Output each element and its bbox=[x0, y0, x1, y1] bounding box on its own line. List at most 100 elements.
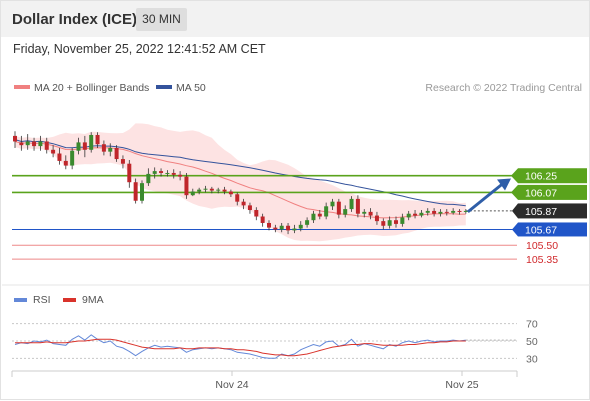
candle-body bbox=[438, 211, 443, 214]
candle-body bbox=[286, 225, 291, 231]
candle-body bbox=[51, 149, 56, 154]
last-price-tag-pointer bbox=[512, 203, 518, 219]
candle-body bbox=[228, 191, 233, 195]
projection-arrow-shaft bbox=[466, 182, 504, 214]
resistance-label: 106.25 bbox=[525, 171, 557, 183]
chart-title: Dollar Index (ICE) bbox=[12, 11, 138, 28]
candle-body bbox=[82, 142, 87, 150]
candle-body bbox=[95, 134, 100, 145]
support-label: 105.67 bbox=[525, 224, 557, 236]
last-price-tag bbox=[518, 203, 587, 219]
candle-body bbox=[336, 201, 341, 215]
candle-body bbox=[254, 210, 259, 217]
candle-body bbox=[349, 198, 354, 210]
ma50-legend-label: MA 50 bbox=[176, 82, 206, 94]
target-label: 105.35 bbox=[526, 254, 558, 266]
target-label: 105.50 bbox=[526, 240, 558, 252]
candle-body bbox=[178, 174, 183, 177]
candle-body bbox=[432, 210, 437, 214]
candle-body bbox=[457, 210, 462, 212]
candle-body bbox=[279, 225, 284, 230]
rsi-level-label: 50 bbox=[526, 336, 538, 348]
candle-body bbox=[394, 220, 398, 224]
candle-body bbox=[38, 141, 43, 147]
candle-body bbox=[463, 210, 468, 212]
x-tick-label: Nov 25 bbox=[445, 379, 478, 391]
candle-body bbox=[406, 213, 411, 218]
candle-body bbox=[400, 217, 405, 224]
support-tag bbox=[518, 222, 587, 237]
candle-body bbox=[216, 189, 221, 191]
rsi-legend-label: RSI bbox=[33, 294, 51, 306]
candle-body bbox=[190, 191, 195, 196]
candle-body bbox=[241, 201, 246, 206]
candle-body bbox=[108, 147, 113, 152]
candle-body bbox=[32, 141, 37, 147]
rsi-level-label: 30 bbox=[526, 353, 538, 365]
candle-body bbox=[355, 198, 360, 214]
x-tick-label: Nov 24 bbox=[215, 379, 248, 391]
level-tags-layer: 106.25 106.07 105.87 105.67 105.50 105.35 bbox=[511, 168, 587, 266]
resistance-label: 106.07 bbox=[525, 187, 557, 199]
candle-body bbox=[209, 188, 214, 191]
candle-body bbox=[146, 173, 151, 184]
candle-body bbox=[89, 134, 94, 150]
candle-body bbox=[311, 213, 316, 221]
candle-body bbox=[127, 163, 132, 183]
candle-body bbox=[362, 211, 367, 214]
support-tag-pointer bbox=[512, 222, 518, 237]
chart-datetime: Friday, November 25, 2022 12:41:52 AM CE… bbox=[13, 42, 266, 56]
candle-body bbox=[381, 221, 386, 226]
resistance-tag bbox=[518, 168, 587, 184]
candle-body bbox=[387, 220, 392, 226]
x-ticks-layer: Nov 24 Nov 25 bbox=[215, 371, 479, 391]
resistance-tag-pointer bbox=[511, 184, 518, 200]
ma20-legend-label: MA 20 + Bollinger Bands bbox=[34, 82, 149, 94]
candle-body bbox=[152, 171, 157, 174]
candle-body bbox=[203, 188, 208, 190]
header-bar: Dollar Index (ICE) 30 MIN bbox=[1, 1, 589, 37]
candle-body bbox=[13, 135, 17, 142]
candle-body bbox=[101, 144, 106, 152]
candle-body bbox=[298, 224, 303, 229]
rsi-level-label: 70 bbox=[526, 319, 538, 331]
candle-body bbox=[305, 220, 310, 225]
candle-body bbox=[451, 210, 456, 213]
candle-body bbox=[247, 205, 252, 211]
ma20-legend-swatch bbox=[14, 85, 30, 89]
rsi-line bbox=[14, 334, 466, 359]
resistance-tag bbox=[518, 184, 587, 200]
candle-body bbox=[292, 228, 297, 231]
candle-body bbox=[330, 201, 335, 207]
levels-layer bbox=[12, 174, 517, 260]
ma50-legend-swatch bbox=[156, 85, 172, 89]
candle-body bbox=[63, 160, 68, 166]
timeframe-button[interactable]: 30 MIN bbox=[136, 8, 187, 31]
candle-body bbox=[197, 189, 202, 192]
candle-body bbox=[317, 213, 322, 217]
candle-body bbox=[425, 210, 430, 213]
candle-body bbox=[184, 176, 189, 196]
candle-body bbox=[19, 142, 24, 146]
candle-body bbox=[57, 153, 62, 161]
candle-body bbox=[25, 141, 30, 146]
candle-body bbox=[114, 147, 119, 160]
candle-body bbox=[159, 171, 164, 173]
candle-body bbox=[419, 212, 424, 216]
candle-body bbox=[413, 213, 418, 216]
candle-body bbox=[343, 209, 348, 215]
resistance-tag-pointer bbox=[511, 168, 518, 184]
candle-body bbox=[324, 206, 329, 217]
candle-body bbox=[44, 141, 49, 150]
candles-layer bbox=[13, 131, 468, 235]
candle-body bbox=[76, 142, 81, 151]
price-pane: 106.25 106.07 105.87 105.67 105.50 105.35 bbox=[12, 123, 587, 266]
candle-body bbox=[444, 211, 449, 213]
credit-text: Research © 2022 Trading Central bbox=[425, 82, 582, 94]
candle-body bbox=[368, 211, 373, 216]
candle-body bbox=[171, 172, 176, 175]
candle-body bbox=[235, 194, 240, 202]
projection-layer bbox=[466, 178, 511, 214]
